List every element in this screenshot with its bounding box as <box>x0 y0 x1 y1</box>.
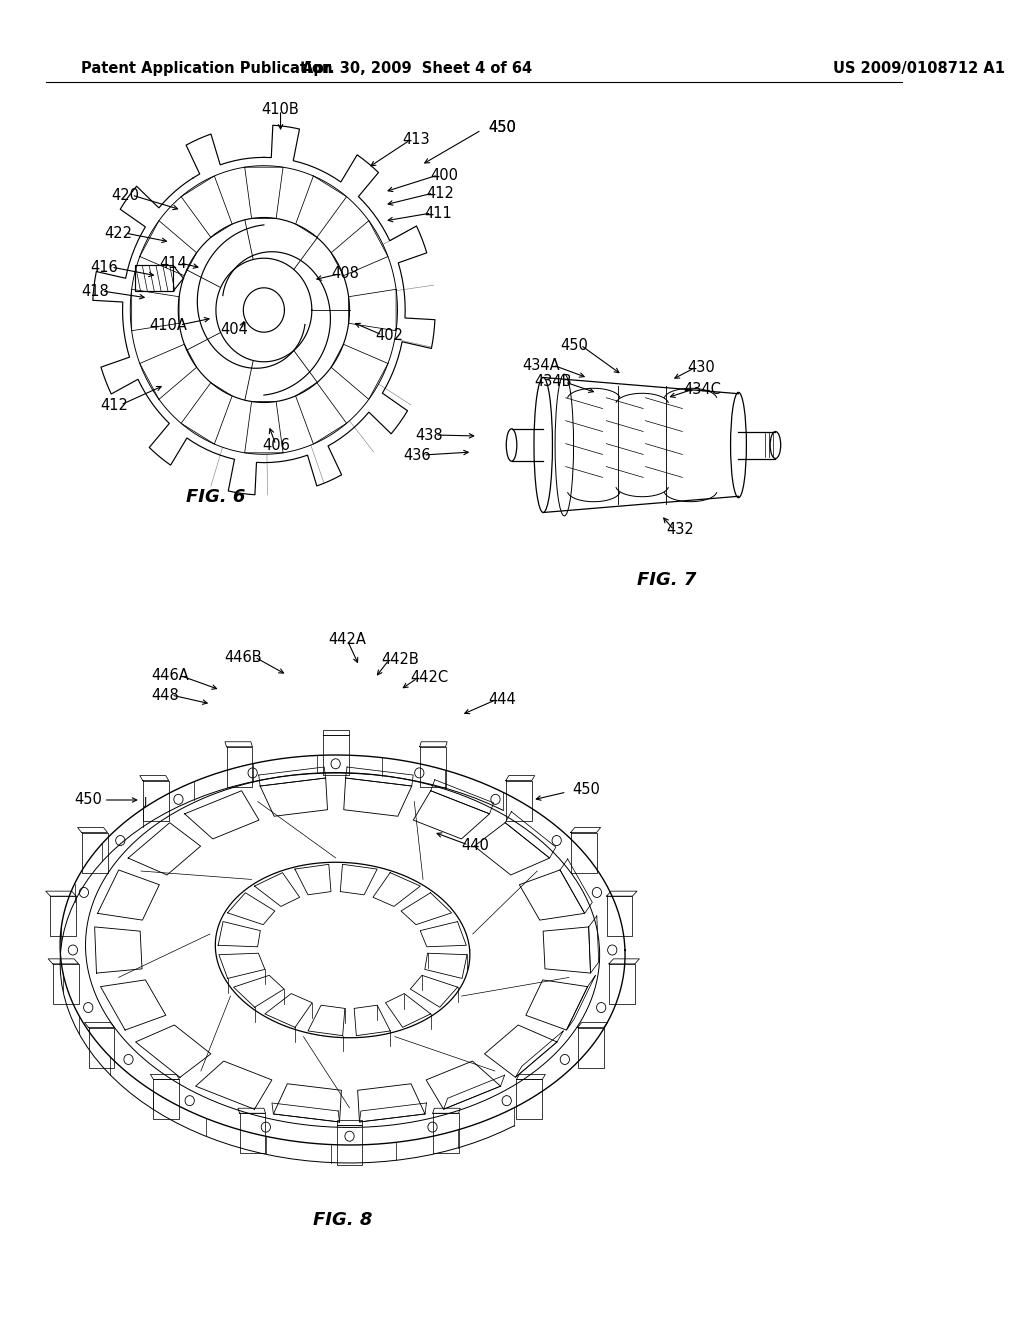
Bar <box>135 265 173 292</box>
Text: 450: 450 <box>488 120 516 136</box>
Text: 434A: 434A <box>522 358 560 372</box>
Text: 448: 448 <box>151 688 179 702</box>
Text: 444: 444 <box>488 693 516 708</box>
Text: 411: 411 <box>424 206 452 220</box>
Text: 446A: 446A <box>152 668 188 684</box>
Text: 412: 412 <box>100 397 128 412</box>
Text: 408: 408 <box>332 267 359 281</box>
Text: 438: 438 <box>415 428 442 442</box>
Text: 420: 420 <box>111 187 139 202</box>
Text: 434B: 434B <box>535 375 572 389</box>
Text: Apr. 30, 2009  Sheet 4 of 64: Apr. 30, 2009 Sheet 4 of 64 <box>302 61 531 75</box>
Text: 450: 450 <box>572 783 600 797</box>
Text: 400: 400 <box>430 168 459 182</box>
Text: 442C: 442C <box>411 671 449 685</box>
Text: Patent Application Publication: Patent Application Publication <box>82 61 333 75</box>
Text: 402: 402 <box>375 327 403 342</box>
Text: 434C: 434C <box>683 383 721 397</box>
Text: FIG. 6: FIG. 6 <box>186 488 246 506</box>
Text: 413: 413 <box>402 132 430 148</box>
Text: 416: 416 <box>91 260 119 275</box>
Text: 446B: 446B <box>224 649 262 664</box>
Text: 440: 440 <box>461 837 489 853</box>
Text: 450: 450 <box>74 792 101 808</box>
Text: 410B: 410B <box>262 103 299 117</box>
Text: 418: 418 <box>82 284 110 298</box>
Text: 442B: 442B <box>382 652 419 668</box>
Text: FIG. 8: FIG. 8 <box>313 1210 373 1229</box>
Text: 432: 432 <box>667 523 694 537</box>
Text: US 2009/0108712 A1: US 2009/0108712 A1 <box>834 61 1006 75</box>
Text: 414: 414 <box>160 256 187 271</box>
Text: 450: 450 <box>560 338 588 352</box>
Text: 412: 412 <box>426 186 454 201</box>
Text: FIG. 7: FIG. 7 <box>637 572 696 589</box>
Text: 422: 422 <box>104 226 132 240</box>
Text: 450: 450 <box>488 120 516 136</box>
Text: 442A: 442A <box>329 632 367 648</box>
Text: 406: 406 <box>262 437 290 453</box>
Text: 404: 404 <box>220 322 248 338</box>
Text: J: J <box>143 797 146 807</box>
Text: 436: 436 <box>402 447 430 462</box>
Text: 410A: 410A <box>150 318 187 333</box>
Text: 430: 430 <box>687 360 715 375</box>
